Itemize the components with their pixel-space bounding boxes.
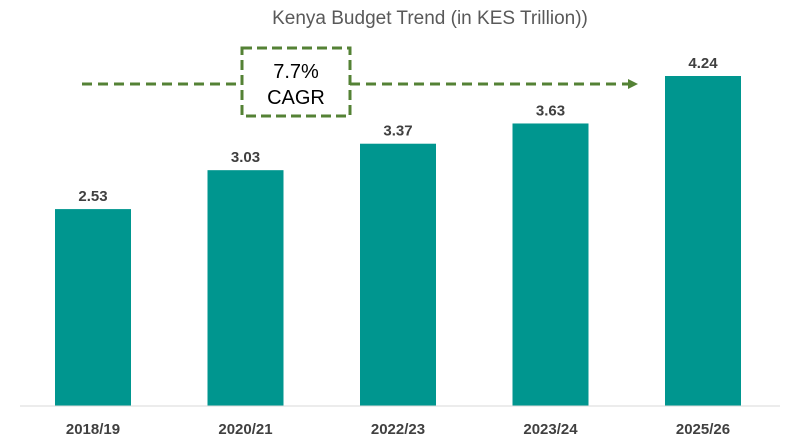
x-tick-label: 2020/21 bbox=[218, 421, 272, 438]
chart-title: Kenya Budget Trend (in KES Trillion)) bbox=[272, 8, 588, 29]
x-tick-label: 2018/19 bbox=[66, 421, 120, 438]
cagr-value: 7.7% bbox=[273, 61, 319, 83]
bar-2023-24 bbox=[512, 123, 589, 407]
cagr-label: CAGR bbox=[267, 87, 325, 109]
data-label: 3.63 bbox=[536, 102, 565, 119]
data-label: 4.24 bbox=[688, 55, 718, 72]
data-label: 3.03 bbox=[231, 149, 260, 166]
bar-2022-23 bbox=[360, 143, 436, 406]
x-tick-label: 2025/26 bbox=[676, 421, 730, 438]
cagr-box bbox=[240, 46, 352, 118]
x-tick-label: 2023/24 bbox=[523, 421, 578, 438]
data-labels-layer: 2.53 3.03 3.37 3.63 4.24 bbox=[78, 55, 718, 205]
cagr-annotation: 7.7% CAGR bbox=[82, 46, 638, 118]
bar-2018-19 bbox=[55, 209, 131, 406]
data-label: 2.53 bbox=[78, 188, 107, 205]
data-label: 3.37 bbox=[383, 123, 412, 140]
x-tick-label: 2022/23 bbox=[371, 421, 425, 438]
bars-layer bbox=[55, 76, 741, 407]
x-axis-ticks-layer: 2018/19 2020/21 2022/23 2023/24 2025/26 bbox=[66, 421, 730, 438]
bar-2025-26 bbox=[665, 76, 741, 406]
bar-2020-21 bbox=[207, 170, 284, 406]
